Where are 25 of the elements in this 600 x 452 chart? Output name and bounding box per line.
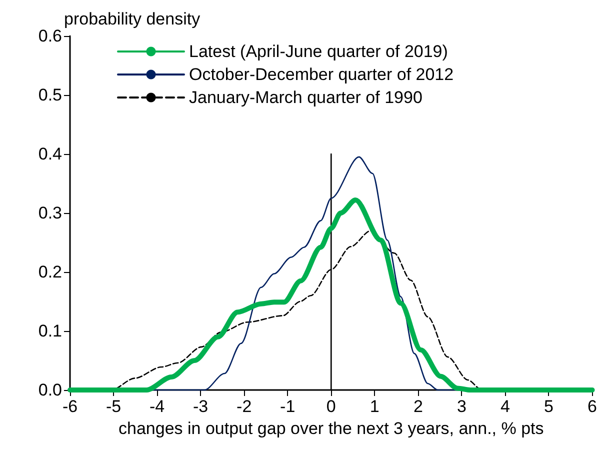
y-tick-label: 0.5 — [38, 86, 62, 104]
x-tick-label: 2 — [413, 397, 423, 416]
x-tick-label: 5 — [544, 397, 554, 416]
x-tick-label: -3 — [193, 397, 208, 416]
x-tick-label: -1 — [280, 397, 296, 416]
x-tick-label: -4 — [149, 397, 165, 416]
legend-label: October-December quarter of 2012 — [189, 65, 454, 84]
y-tick-label: 0.1 — [38, 322, 62, 340]
x-tick-label: -6 — [62, 397, 78, 416]
legend-label: Latest (April-June quarter of 2019) — [189, 42, 448, 61]
y-axis-title: probability density — [64, 10, 201, 29]
x-tick-label: 6 — [588, 397, 598, 416]
x-tick-label: 0 — [326, 397, 336, 416]
x-tick-label: 1 — [370, 397, 380, 416]
legend-label: January-March quarter of 1990 — [189, 88, 422, 107]
x-tick-label: 4 — [500, 397, 510, 416]
x-tick-label: -5 — [106, 397, 122, 416]
x-tick-label: -2 — [236, 397, 252, 416]
y-tick-label: 0.2 — [38, 262, 62, 282]
y-tick-label: 0.4 — [38, 144, 62, 164]
x-tick-label: 3 — [456, 397, 466, 416]
y-tick-label: 0.6 — [38, 26, 62, 46]
y-tick-label: 0.3 — [38, 204, 62, 222]
x-axis-title: changes in output gap over the next 3 years, ann., % pts — [118, 418, 544, 438]
y-tick-label: 0.0 — [38, 380, 62, 400]
